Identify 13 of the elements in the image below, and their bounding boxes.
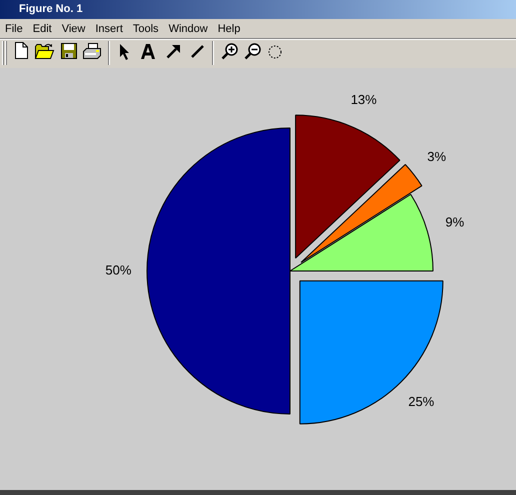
chart-title: Figure No. 1 [19, 2, 83, 17]
data-label: 50% [105, 262, 132, 278]
data-label: 9% [445, 214, 465, 230]
text: File [4, 22, 24, 37]
text: Help [216, 22, 242, 37]
data-label: 3% [427, 148, 446, 164]
text: View [60, 22, 86, 37]
text: Window [168, 22, 209, 37]
text: Insert [94, 22, 124, 37]
text: Edit [32, 22, 53, 37]
data-label: 25% [408, 394, 435, 409]
data-label: 13% [350, 92, 378, 108]
text: Tools [132, 22, 160, 37]
